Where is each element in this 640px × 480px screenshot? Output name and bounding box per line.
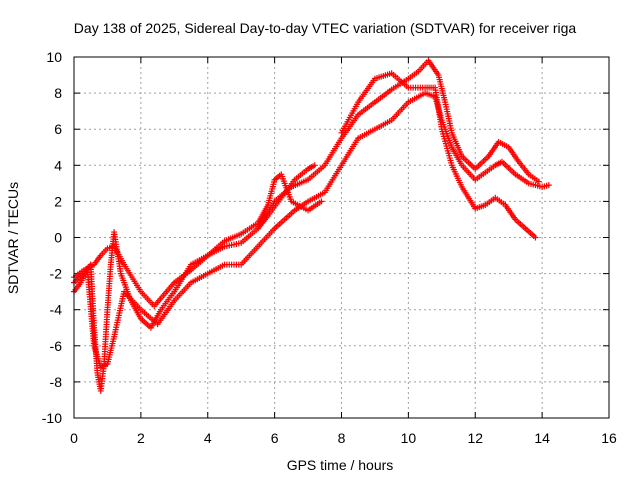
x-tick-labels: 0 2 4 6 8 10 12 14 16 xyxy=(70,430,617,446)
data-point xyxy=(318,198,325,205)
y-tick-label: -2 xyxy=(50,266,63,282)
y-tick-label: 6 xyxy=(54,121,62,137)
y-tick-label: 2 xyxy=(54,193,62,209)
data-point xyxy=(535,178,542,185)
x-tick-label: 2 xyxy=(137,430,145,446)
data-point xyxy=(311,162,318,169)
y-axis-label: SDTVAR / TECUs xyxy=(5,182,21,294)
data-point xyxy=(545,182,552,189)
y-tick-label: 8 xyxy=(54,85,62,101)
series-track-e xyxy=(338,70,539,241)
grid-lines xyxy=(74,57,609,418)
chart-title: Day 138 of 2025, Sidereal Day-to-day VTE… xyxy=(74,20,577,36)
y-tick-label: 0 xyxy=(54,230,62,246)
x-tick-label: 6 xyxy=(271,430,279,446)
x-tick-label: 0 xyxy=(70,430,78,446)
y-tick-label: -10 xyxy=(42,410,62,426)
y-tick-label: -6 xyxy=(50,338,63,354)
x-tick-label: 14 xyxy=(534,430,550,446)
x-tick-label: 16 xyxy=(601,430,617,446)
data-points xyxy=(71,57,552,394)
x-tick-label: 12 xyxy=(467,430,483,446)
y-tick-label: 4 xyxy=(54,157,62,173)
x-axis-label: GPS time / hours xyxy=(287,457,394,473)
x-tick-label: 4 xyxy=(204,430,212,446)
y-tick-label: 10 xyxy=(46,49,62,65)
y-tick-label: -4 xyxy=(50,302,63,318)
y-tick-label: -8 xyxy=(50,374,63,390)
series-track-d xyxy=(254,57,542,232)
x-tick-label: 8 xyxy=(338,430,346,446)
y-tick-labels: -10 -8 -6 -4 -2 0 2 4 6 8 10 xyxy=(42,49,62,426)
plot-frame xyxy=(73,56,610,419)
series-track-c xyxy=(71,90,552,371)
series-track-a xyxy=(71,162,318,310)
data-point xyxy=(532,234,539,241)
x-tick-label: 10 xyxy=(401,430,417,446)
